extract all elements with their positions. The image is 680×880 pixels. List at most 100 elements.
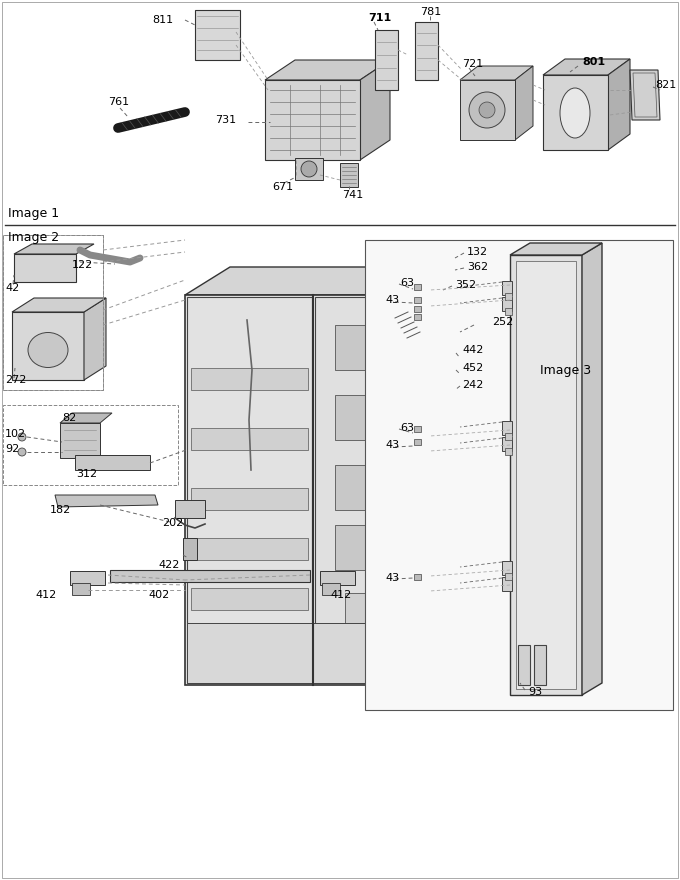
Circle shape <box>444 458 450 464</box>
Text: 63: 63 <box>400 423 414 433</box>
Polygon shape <box>195 10 240 60</box>
Bar <box>14 254 76 282</box>
Circle shape <box>444 440 450 446</box>
Bar <box>191 628 308 650</box>
Bar <box>70 571 105 585</box>
Ellipse shape <box>560 88 590 138</box>
Bar <box>502 421 512 435</box>
Text: 242: 242 <box>462 380 483 390</box>
Text: 801: 801 <box>582 57 605 67</box>
Text: 442: 442 <box>462 345 483 355</box>
Circle shape <box>301 161 317 177</box>
Bar <box>187 297 312 683</box>
Text: 102: 102 <box>5 429 26 439</box>
Bar <box>414 439 421 445</box>
Bar <box>335 465 410 510</box>
Bar <box>3 405 178 485</box>
Text: 43: 43 <box>385 573 399 583</box>
Bar <box>505 448 512 455</box>
Bar <box>3 235 103 390</box>
Text: 63: 63 <box>400 278 414 288</box>
Text: 352: 352 <box>455 280 476 290</box>
Bar <box>191 488 308 510</box>
Polygon shape <box>375 30 398 90</box>
Bar <box>414 426 421 432</box>
Circle shape <box>457 267 473 283</box>
Bar <box>295 158 323 180</box>
Circle shape <box>469 92 505 128</box>
Circle shape <box>444 386 450 392</box>
Bar <box>3 235 103 390</box>
Text: 741: 741 <box>342 190 363 200</box>
Bar <box>110 570 310 582</box>
Circle shape <box>444 350 450 356</box>
Text: Image 2: Image 2 <box>8 231 59 244</box>
Bar <box>191 368 308 390</box>
Bar <box>187 623 453 683</box>
Text: 82: 82 <box>62 413 76 423</box>
Bar <box>322 583 340 595</box>
Bar <box>505 293 512 300</box>
Polygon shape <box>510 243 602 255</box>
Circle shape <box>445 365 455 375</box>
Circle shape <box>491 321 499 329</box>
Bar <box>502 561 512 575</box>
Bar <box>505 573 512 580</box>
Bar <box>518 645 530 685</box>
Text: 132: 132 <box>467 247 488 257</box>
Bar <box>365 240 673 710</box>
Circle shape <box>444 530 450 536</box>
Text: 182: 182 <box>50 505 71 515</box>
Polygon shape <box>75 455 150 470</box>
Circle shape <box>469 394 481 406</box>
Text: 711: 711 <box>368 13 391 23</box>
Bar <box>505 308 512 315</box>
Bar <box>414 284 421 290</box>
Bar <box>335 525 410 570</box>
Circle shape <box>469 329 481 341</box>
Bar <box>543 75 608 150</box>
Bar <box>191 428 308 450</box>
Bar <box>191 588 308 610</box>
Bar <box>460 80 515 140</box>
Text: Image 3: Image 3 <box>540 363 591 377</box>
Polygon shape <box>515 66 533 140</box>
Bar <box>414 306 421 312</box>
Bar <box>12 312 84 380</box>
Text: 272: 272 <box>5 375 27 385</box>
Polygon shape <box>12 298 106 312</box>
Text: 202: 202 <box>162 518 183 528</box>
Text: Image 1: Image 1 <box>8 207 59 219</box>
Polygon shape <box>60 413 112 423</box>
Text: 821: 821 <box>655 80 676 90</box>
Text: 312: 312 <box>76 469 97 479</box>
Text: 42: 42 <box>5 283 19 293</box>
Polygon shape <box>630 70 660 120</box>
Polygon shape <box>608 59 630 150</box>
Text: 721: 721 <box>462 59 483 69</box>
Bar <box>502 437 512 451</box>
Text: 731: 731 <box>215 115 236 125</box>
Polygon shape <box>582 243 602 695</box>
Bar <box>502 577 512 591</box>
Bar <box>185 295 455 685</box>
Text: 671: 671 <box>272 182 293 192</box>
Bar <box>72 583 90 595</box>
Text: 93: 93 <box>528 687 542 697</box>
Text: 122: 122 <box>72 260 93 270</box>
Bar <box>414 314 421 320</box>
Bar <box>502 281 512 295</box>
Polygon shape <box>265 60 390 80</box>
Text: 761: 761 <box>108 97 129 107</box>
Circle shape <box>444 368 450 374</box>
Text: 412: 412 <box>330 590 352 600</box>
Bar <box>340 163 358 187</box>
Polygon shape <box>455 267 500 685</box>
Bar <box>265 80 360 160</box>
Bar <box>505 433 512 440</box>
Circle shape <box>469 364 481 376</box>
Text: 412: 412 <box>35 590 56 600</box>
Bar <box>502 297 512 311</box>
Text: 422: 422 <box>158 560 180 570</box>
Circle shape <box>444 512 450 518</box>
